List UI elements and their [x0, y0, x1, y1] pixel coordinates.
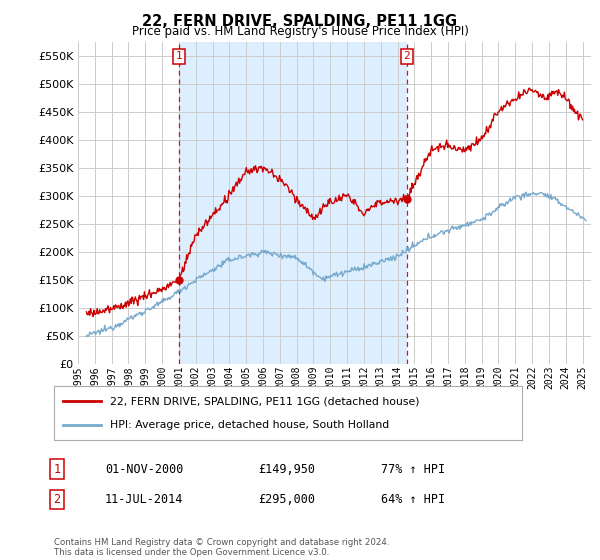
Text: 2: 2: [403, 52, 410, 62]
Text: Price paid vs. HM Land Registry's House Price Index (HPI): Price paid vs. HM Land Registry's House …: [131, 25, 469, 38]
Text: 1: 1: [53, 463, 61, 476]
Text: £149,950: £149,950: [258, 463, 315, 476]
Text: 64% ↑ HPI: 64% ↑ HPI: [381, 493, 445, 506]
Text: Contains HM Land Registry data © Crown copyright and database right 2024.
This d: Contains HM Land Registry data © Crown c…: [54, 538, 389, 557]
Text: 22, FERN DRIVE, SPALDING, PE11 1GG (detached house): 22, FERN DRIVE, SPALDING, PE11 1GG (deta…: [110, 396, 419, 407]
Text: 01-NOV-2000: 01-NOV-2000: [105, 463, 184, 476]
Text: 22, FERN DRIVE, SPALDING, PE11 1GG: 22, FERN DRIVE, SPALDING, PE11 1GG: [142, 14, 458, 29]
Text: 1: 1: [176, 52, 182, 62]
Bar: [179, 42, 407, 364]
Text: £295,000: £295,000: [258, 493, 315, 506]
Text: HPI: Average price, detached house, South Holland: HPI: Average price, detached house, Sout…: [110, 419, 389, 430]
Text: 2: 2: [53, 493, 61, 506]
Text: 11-JUL-2014: 11-JUL-2014: [105, 493, 184, 506]
Text: 77% ↑ HPI: 77% ↑ HPI: [381, 463, 445, 476]
